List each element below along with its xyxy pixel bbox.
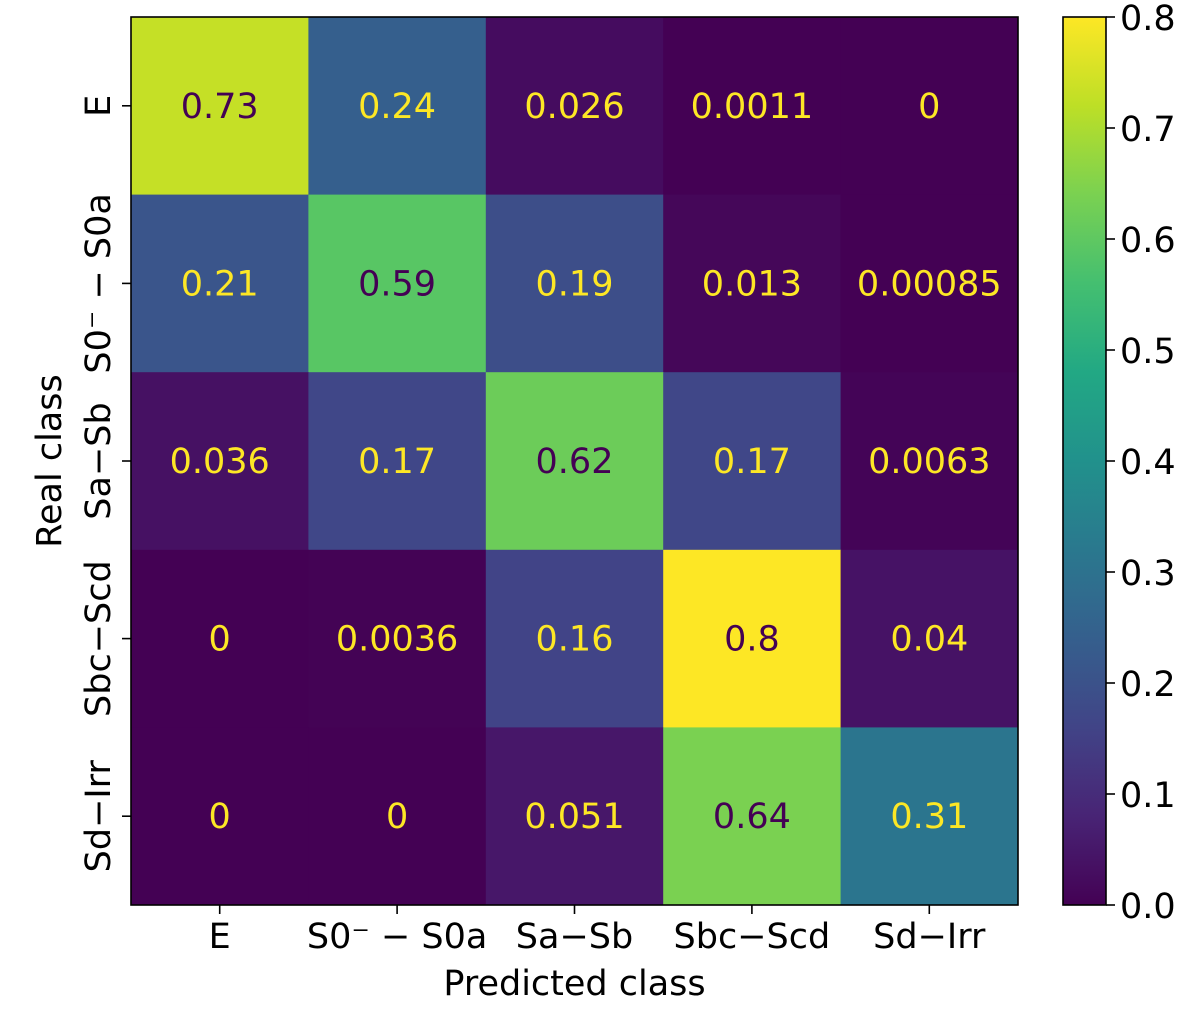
heatmap-cell [131, 372, 309, 551]
cell-value-label: 0.036 [170, 442, 270, 482]
colorbar-tick-label: 0.5 [1120, 332, 1176, 372]
x-tick-label: Sd−Irr [873, 917, 986, 957]
heatmap-cell [663, 727, 842, 906]
cell-value-label: 0 [209, 620, 231, 660]
y-tick-label: Sbc−Scd [79, 560, 119, 717]
x-tick-label: S0⁻ − S0a [307, 917, 487, 957]
heatmap-cell [485, 549, 664, 728]
cell-value-label: 0.73 [181, 87, 259, 127]
heatmap-cell [840, 194, 1019, 373]
heatmap-cell [308, 549, 487, 728]
x-axis-ticks: E S0⁻ − S0a Sa−Sb Sbc−Scd Sd−Irr [209, 905, 986, 957]
cell-value-label: 0.62 [536, 442, 614, 482]
x-tick-label: Sa−Sb [516, 917, 633, 957]
cell-value-label: 0.64 [713, 797, 791, 837]
y-tick-label: Sa−Sb [79, 402, 119, 519]
cell-value-label: 0 [386, 797, 408, 837]
colorbar-tick-label: 0.8 [1120, 0, 1176, 39]
cell-value-label: 0.59 [358, 264, 436, 304]
heatmap-cell [308, 372, 487, 551]
heatmap-cell [663, 372, 842, 551]
heatmap-cell [663, 549, 842, 728]
cell-value-label: 0 [209, 797, 231, 837]
cell-value-label: 0.31 [890, 797, 968, 837]
heatmap-cell [131, 17, 309, 196]
colorbar-tick-label: 0.0 [1120, 887, 1176, 927]
heatmap-cell [840, 549, 1019, 728]
cell-value-label: 0.00085 [857, 264, 1002, 304]
y-tick-label: S0⁻ − S0a [79, 193, 119, 373]
y-tick-label: E [79, 95, 119, 117]
cell-value-label: 0.21 [181, 264, 259, 304]
heatmap-cell [308, 727, 487, 906]
cell-value-label: 0.026 [524, 87, 624, 127]
cell-value-label: 0.8 [724, 620, 780, 660]
cell-value-label: 0.19 [536, 264, 614, 304]
cell-value-label: 0.17 [713, 442, 791, 482]
heatmap-cell [485, 727, 664, 906]
cell-value-label: 0.0011 [691, 87, 813, 127]
x-axis-label: Predicted class [443, 964, 705, 1004]
heatmap-cell [131, 727, 309, 906]
heatmap-cell [131, 549, 309, 728]
heatmap-cell [131, 194, 309, 373]
heatmap-cell [308, 17, 487, 196]
colorbar-tick-label: 0.3 [1120, 554, 1176, 594]
cell-value-label: 0.013 [702, 264, 802, 304]
cell-value-label: 0 [918, 87, 940, 127]
heatmap-cell [485, 17, 664, 196]
cell-value-label: 0.0063 [868, 442, 990, 482]
colorbar-tick-label: 0.7 [1120, 110, 1176, 150]
colorbar-tick-label: 0.6 [1120, 221, 1176, 261]
heatmap-cell [485, 194, 664, 373]
cell-value-label: 0.16 [536, 620, 614, 660]
heatmap-cell [308, 194, 487, 373]
heatmap-cell [840, 727, 1019, 906]
y-tick-label: Sd−Irr [79, 759, 119, 872]
colorbar-tick-label: 0.2 [1120, 665, 1176, 705]
cell-value-label: 0.0036 [336, 620, 458, 660]
colorbar-tick-label: 0.1 [1120, 776, 1176, 816]
y-axis-label: Real class [30, 374, 70, 547]
cell-value-label: 0.051 [524, 797, 624, 837]
heatmap-cell [485, 372, 664, 551]
heatmap-cell [840, 17, 1019, 196]
heatmap-cell [663, 17, 842, 196]
colorbar [1062, 16, 1107, 906]
cell-value-labels: 0.73 0.24 0.026 0.0011 0 0.21 0.59 0.19 0.013 0.0… [170, 87, 1002, 837]
x-tick-label: Sbc−Scd [674, 917, 831, 957]
cell-value-label: 0.04 [890, 620, 968, 660]
heatmap-cell [663, 194, 842, 373]
cell-value-label: 0.24 [358, 87, 436, 127]
colorbar-tick-label: 0.4 [1120, 443, 1176, 483]
heatmap-cells [131, 17, 1019, 906]
heatmap-cell [840, 372, 1019, 551]
cell-value-label: 0.17 [358, 442, 436, 482]
y-axis-ticks: E S0⁻ − S0a Sa−Sb Sbc−Scd Sd−Irr [79, 95, 131, 872]
colorbar-ticks: 0.0 0.1 0.2 0.3 0.4 0.5 0.6 0.7 0.8 [1106, 0, 1176, 927]
x-tick-label: E [209, 917, 231, 957]
